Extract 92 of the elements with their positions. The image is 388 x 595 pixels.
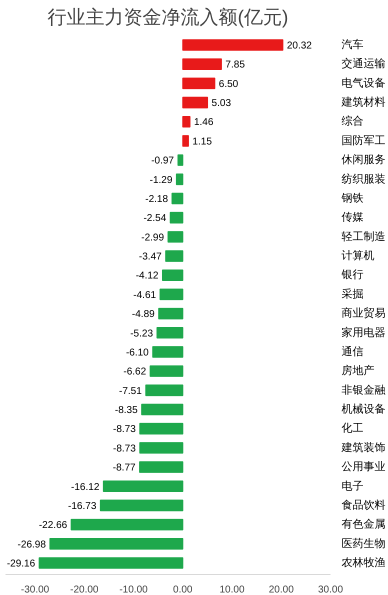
bar [165, 250, 184, 262]
data-label: -6.10 [126, 347, 150, 358]
data-label: 5.03 [212, 98, 232, 110]
data-label: -16.12 [71, 482, 100, 493]
bar [141, 404, 184, 416]
bar [162, 269, 184, 281]
data-label: -7.51 [119, 386, 142, 397]
bar [139, 422, 184, 434]
data-label: -8.35 [114, 405, 138, 416]
data-label: -0.97 [151, 156, 174, 167]
data-label: -4.89 [132, 309, 156, 320]
y-tick-label: 非银金融 [342, 383, 386, 396]
y-tick-label: 国防军工 [342, 134, 386, 147]
y-tick-label: 银行 [340, 269, 364, 282]
chart-title: 行业主力资金净流入额(亿元) [48, 6, 288, 28]
y-tick-label: 建筑装饰 [340, 440, 386, 454]
bar [152, 346, 184, 358]
y-tick-label: 纺织服装 [342, 172, 386, 186]
bar [150, 365, 184, 377]
data-label: -6.62 [123, 366, 147, 378]
x-tick-label: -20.00 [70, 584, 99, 595]
bar [168, 231, 184, 243]
data-label: -29.16 [6, 558, 36, 570]
y-tick-label: 计算机 [342, 249, 374, 262]
data-label: -26.98 [18, 539, 46, 550]
x-tick-label: -10.00 [119, 584, 148, 595]
y-tick-label: 有色金属 [342, 518, 386, 531]
bar [182, 78, 216, 90]
bar [102, 480, 184, 492]
y-tick-label: 商业贸易 [342, 306, 386, 320]
x-tick-label: -30.00 [20, 584, 50, 595]
y-tick-label: 建筑材料 [340, 96, 386, 109]
data-label: -16.73 [68, 500, 97, 512]
bar [156, 327, 184, 339]
data-label: -2.18 [145, 194, 168, 205]
bar [139, 442, 184, 454]
data-label: 1.15 [192, 136, 212, 148]
bar [182, 39, 284, 51]
data-label: -4.12 [136, 270, 159, 282]
y-tick-label: 农林牧渔 [342, 556, 386, 569]
x-tick-label: 0.00 [173, 584, 193, 595]
data-label: -5.23 [130, 328, 154, 340]
data-label: -8.77 [112, 462, 136, 474]
bar [100, 500, 184, 512]
bar [182, 135, 189, 147]
y-tick-label: 化工 [342, 422, 364, 435]
data-label: -8.73 [112, 443, 136, 454]
data-label: -2.54 [143, 213, 167, 224]
bar [182, 96, 208, 108]
y-tick-label: 钢铁 [340, 192, 364, 204]
data-label: -8.73 [112, 424, 136, 436]
y-tick-label: 房地产 [342, 364, 374, 378]
bar [139, 461, 184, 473]
data-label: -2.99 [141, 232, 164, 244]
data-label: -22.66 [38, 520, 68, 532]
y-tick-label: 通信 [342, 344, 364, 358]
bar [176, 174, 184, 186]
y-tick-label: 家用电器 [342, 326, 386, 339]
data-label: 6.50 [218, 78, 239, 90]
bar [177, 154, 184, 166]
bar [182, 116, 190, 128]
x-tick-label: 10.00 [220, 584, 245, 595]
y-tick-label: 轻工制造 [342, 230, 386, 243]
y-tick-label: 电子 [342, 479, 364, 492]
bar [38, 557, 184, 569]
y-tick-label: 机械设备 [342, 402, 386, 416]
y-tick-label: 公用事业 [342, 460, 386, 474]
bar [70, 518, 184, 530]
bar [145, 384, 184, 396]
data-label: -1.29 [150, 174, 173, 186]
y-tick-label: 汽车 [342, 38, 364, 52]
y-tick-label: 综合 [342, 114, 364, 128]
data-label: 1.46 [194, 117, 214, 128]
bar [182, 58, 222, 70]
bar [172, 192, 184, 204]
x-tick-label: 20.00 [268, 584, 294, 595]
bar [170, 212, 184, 224]
data-label: 7.85 [225, 60, 246, 71]
y-tick-label: 食品饮料 [342, 498, 386, 512]
data-label: -4.61 [133, 290, 157, 301]
x-tick-label: 30.00 [318, 584, 344, 595]
bar [160, 288, 184, 300]
y-tick-label: 电气设备 [342, 76, 386, 90]
data-label: -3.47 [138, 252, 162, 263]
data-label: 20.32 [286, 40, 312, 52]
y-tick-label: 医药生物 [342, 536, 386, 550]
y-tick-label: 传媒 [342, 212, 364, 224]
y-tick-label: 采掘 [342, 287, 364, 300]
y-tick-label: 交通运输 [342, 57, 386, 70]
bar [158, 308, 184, 320]
bar [49, 538, 184, 550]
y-tick-label: 休闲服务 [342, 154, 386, 166]
